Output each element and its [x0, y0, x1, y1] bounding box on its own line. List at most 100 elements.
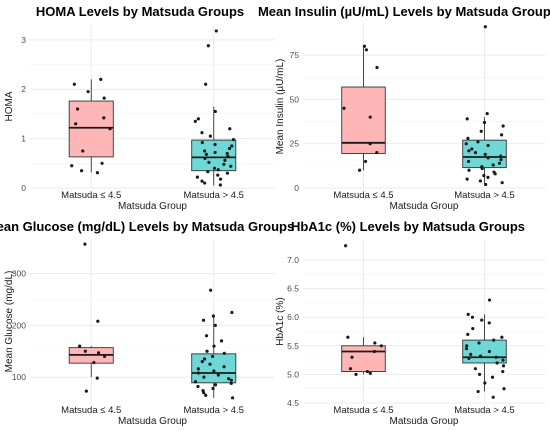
data-point	[96, 351, 101, 355]
y-tick-label: 7.0	[287, 255, 299, 265]
data-point	[218, 183, 222, 187]
category-label: Matsuda > 4.5	[184, 405, 244, 416]
data-point	[78, 344, 82, 348]
data-point	[493, 172, 497, 176]
data-point	[375, 65, 379, 70]
data-point	[465, 117, 469, 121]
data-point	[467, 149, 471, 153]
y-axis-label: HOMA	[4, 91, 15, 121]
data-point	[491, 163, 495, 167]
data-point	[99, 77, 103, 81]
box-group-1	[68, 346, 114, 378]
category-label: Matsuda > 4.5	[454, 405, 514, 416]
data-point	[480, 166, 484, 171]
data-point	[79, 169, 84, 173]
data-point	[466, 332, 470, 336]
y-tick-label: 75	[290, 50, 300, 60]
chart-title: HOMA Levels by Matsuda Groups	[36, 4, 244, 19]
data-point	[487, 321, 491, 325]
data-point	[465, 177, 469, 181]
data-point	[499, 154, 503, 158]
data-point	[499, 133, 504, 137]
data-point	[354, 372, 358, 377]
data-point	[204, 82, 208, 86]
data-point	[375, 150, 379, 155]
category-label: Matsuda ≤ 4.5	[333, 190, 393, 201]
data-point	[196, 371, 201, 375]
y-axis-label: Mean Glucose (mg/dL)	[4, 271, 15, 373]
data-point	[465, 344, 469, 348]
data-point	[102, 354, 107, 359]
data-point	[484, 182, 488, 187]
data-point	[501, 124, 505, 128]
data-point	[492, 338, 496, 342]
data-point	[108, 127, 112, 131]
data-point	[204, 393, 208, 397]
data-point	[227, 377, 231, 381]
chart-panel-3: Mean Glucose (mg/dL) Levels by Matsuda G…	[0, 219, 294, 427]
data-point	[365, 369, 369, 374]
data-point	[95, 171, 100, 175]
data-point	[204, 334, 209, 338]
data-point	[212, 344, 216, 348]
data-point	[478, 179, 483, 183]
data-point	[213, 109, 217, 114]
data-point	[368, 371, 372, 375]
data-point	[102, 116, 106, 120]
data-point	[494, 355, 498, 359]
data-point	[231, 137, 236, 142]
data-point	[483, 381, 487, 385]
data-point	[222, 365, 226, 369]
data-point	[206, 170, 210, 174]
data-point	[227, 146, 232, 151]
data-point	[196, 117, 200, 121]
y-tick-label: 0	[21, 183, 26, 193]
data-point	[373, 341, 377, 345]
data-point	[193, 380, 198, 384]
data-point	[216, 173, 220, 177]
data-point	[482, 120, 487, 125]
x-axis-label: Matsuda Group	[390, 416, 459, 427]
box-group-1	[341, 337, 386, 375]
data-point	[350, 355, 354, 359]
chart-title: HbA1c (%) Levels by Matsuda Groups	[291, 219, 525, 234]
data-point	[219, 339, 224, 343]
data-point	[213, 142, 217, 147]
data-point	[483, 25, 487, 29]
data-point	[470, 147, 474, 151]
data-point	[480, 318, 484, 322]
data-point	[201, 318, 206, 322]
data-point	[229, 381, 233, 385]
data-point	[501, 364, 506, 368]
data-point	[466, 312, 470, 316]
y-tick-label: 300	[12, 269, 26, 279]
data-point	[213, 383, 218, 387]
data-point	[225, 171, 230, 175]
data-point	[368, 142, 372, 146]
data-point	[213, 323, 217, 327]
box	[341, 345, 386, 372]
data-point	[464, 347, 469, 351]
y-tick-label: 50	[290, 94, 300, 104]
data-point	[200, 131, 204, 135]
data-point	[464, 142, 468, 146]
data-point	[230, 396, 235, 400]
data-point	[96, 319, 100, 323]
data-point	[207, 160, 211, 164]
data-point	[486, 175, 490, 179]
data-point	[196, 384, 200, 389]
data-point	[228, 127, 232, 131]
data-point	[486, 143, 490, 148]
data-point	[83, 242, 87, 246]
data-point	[379, 344, 383, 348]
y-tick-label: 6.5	[287, 284, 299, 294]
data-point	[467, 356, 471, 360]
data-point	[497, 161, 502, 165]
data-point	[490, 375, 495, 379]
data-point	[364, 159, 368, 164]
box-group-1	[68, 79, 114, 173]
data-point	[225, 151, 229, 156]
category-label: Matsuda ≤ 4.5	[61, 405, 121, 416]
x-axis-label: Matsuda Group	[390, 201, 459, 212]
chart-title: Mean Glucose (mg/dL) Levels by Matsuda G…	[0, 219, 294, 234]
